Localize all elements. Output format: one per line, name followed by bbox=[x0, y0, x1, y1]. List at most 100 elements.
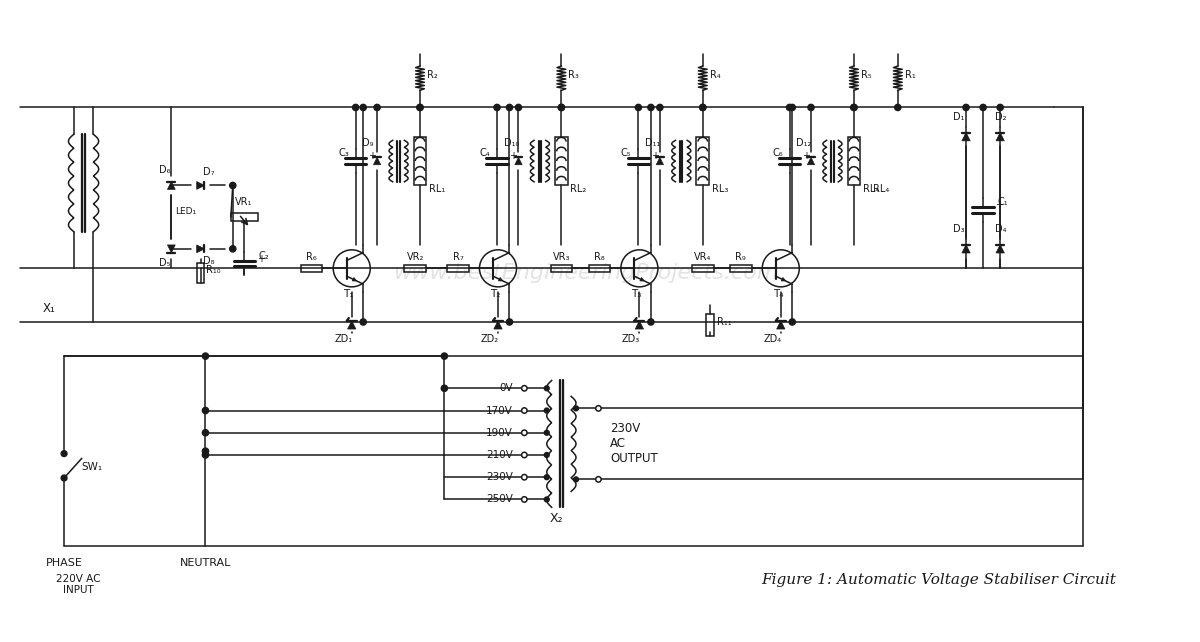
Circle shape bbox=[360, 105, 366, 110]
Circle shape bbox=[203, 408, 209, 413]
Bar bbox=[730, 265, 751, 272]
Circle shape bbox=[574, 406, 578, 411]
Text: R₆: R₆ bbox=[306, 252, 317, 262]
Text: 210V: 210V bbox=[486, 450, 512, 460]
Bar bbox=[589, 265, 610, 272]
Circle shape bbox=[442, 385, 448, 392]
Bar bbox=[301, 265, 323, 272]
Text: www.bestEngineeringProjects.com: www.bestEngineeringProjects.com bbox=[394, 263, 779, 283]
Text: D₂: D₂ bbox=[995, 112, 1007, 122]
Text: SW₁: SW₁ bbox=[82, 462, 103, 473]
Text: +: + bbox=[257, 254, 265, 264]
Text: ZD₁: ZD₁ bbox=[334, 334, 353, 345]
Text: RL₄: RL₄ bbox=[863, 184, 878, 195]
Text: RL₃: RL₃ bbox=[712, 184, 728, 195]
Text: ZD₂: ZD₂ bbox=[480, 334, 498, 345]
Text: +: + bbox=[509, 152, 517, 161]
Circle shape bbox=[522, 386, 527, 391]
Bar bbox=[847, 137, 860, 186]
Text: NEUTRAL: NEUTRAL bbox=[180, 558, 232, 568]
Text: LED₁: LED₁ bbox=[175, 207, 197, 216]
Text: 230V
AC
OUTPUT: 230V AC OUTPUT bbox=[610, 422, 658, 465]
Circle shape bbox=[997, 105, 1003, 110]
Text: C₄: C₄ bbox=[480, 148, 490, 158]
Bar bbox=[692, 265, 714, 272]
Circle shape bbox=[360, 319, 366, 325]
Text: 190V: 190V bbox=[486, 428, 512, 438]
Circle shape bbox=[558, 105, 564, 110]
Circle shape bbox=[558, 105, 564, 110]
Text: 170V: 170V bbox=[486, 406, 512, 415]
Polygon shape bbox=[808, 157, 815, 165]
Circle shape bbox=[494, 105, 500, 110]
Text: R₇: R₇ bbox=[452, 252, 463, 262]
Circle shape bbox=[545, 475, 550, 480]
Bar bbox=[448, 265, 469, 272]
Text: RL₂: RL₂ bbox=[570, 184, 587, 195]
Circle shape bbox=[506, 319, 512, 325]
Text: D₃: D₃ bbox=[953, 224, 965, 234]
Polygon shape bbox=[494, 321, 502, 329]
Circle shape bbox=[980, 105, 986, 110]
Polygon shape bbox=[781, 277, 786, 281]
Text: RL₄: RL₄ bbox=[874, 184, 889, 195]
Circle shape bbox=[416, 105, 424, 110]
Text: X₂: X₂ bbox=[550, 512, 563, 525]
Polygon shape bbox=[962, 132, 971, 141]
Text: T₄: T₄ bbox=[773, 289, 784, 299]
Circle shape bbox=[700, 105, 706, 110]
Circle shape bbox=[229, 246, 236, 252]
Circle shape bbox=[635, 105, 642, 110]
Circle shape bbox=[416, 105, 424, 110]
Text: +: + bbox=[802, 152, 810, 161]
Circle shape bbox=[545, 386, 550, 391]
Circle shape bbox=[790, 105, 796, 110]
Text: X₁: X₁ bbox=[43, 302, 56, 315]
Circle shape bbox=[648, 105, 654, 110]
Bar bbox=[197, 263, 204, 283]
Text: T₂: T₂ bbox=[490, 289, 500, 299]
Bar bbox=[230, 214, 258, 221]
Text: +: + bbox=[368, 152, 376, 161]
Text: R₄: R₄ bbox=[709, 70, 720, 80]
Text: VR₄: VR₄ bbox=[694, 252, 712, 261]
Polygon shape bbox=[656, 157, 664, 165]
Polygon shape bbox=[996, 245, 1004, 253]
Text: C₂: C₂ bbox=[258, 250, 269, 261]
Circle shape bbox=[648, 319, 654, 325]
Circle shape bbox=[656, 105, 662, 110]
Bar bbox=[707, 314, 714, 336]
Text: R₈: R₈ bbox=[594, 252, 605, 262]
Circle shape bbox=[786, 105, 793, 110]
Bar bbox=[551, 265, 572, 272]
Circle shape bbox=[962, 105, 970, 110]
Circle shape bbox=[203, 448, 209, 455]
Polygon shape bbox=[168, 182, 175, 189]
Circle shape bbox=[506, 105, 512, 110]
Text: VR₃: VR₃ bbox=[553, 252, 570, 261]
Text: 250V: 250V bbox=[486, 494, 512, 505]
Polygon shape bbox=[776, 321, 785, 329]
Text: +: + bbox=[995, 200, 1003, 210]
Bar bbox=[404, 265, 426, 272]
Circle shape bbox=[545, 497, 550, 502]
Circle shape bbox=[851, 105, 857, 110]
Polygon shape bbox=[962, 245, 971, 253]
Polygon shape bbox=[635, 321, 643, 329]
Polygon shape bbox=[352, 277, 356, 281]
Text: D₁₂: D₁₂ bbox=[797, 139, 811, 148]
Text: T₃: T₃ bbox=[631, 289, 642, 299]
Circle shape bbox=[895, 105, 901, 110]
Text: Figure 1: Automatic Voltage Stabiliser Circuit: Figure 1: Automatic Voltage Stabiliser C… bbox=[761, 573, 1116, 587]
Text: D₄: D₄ bbox=[995, 224, 1007, 234]
Text: R₁₁: R₁₁ bbox=[716, 317, 732, 327]
Circle shape bbox=[522, 430, 527, 435]
Circle shape bbox=[545, 453, 550, 457]
Text: +: + bbox=[650, 152, 659, 161]
Circle shape bbox=[851, 105, 857, 110]
Polygon shape bbox=[197, 245, 204, 253]
Text: D₁: D₁ bbox=[953, 112, 965, 122]
Circle shape bbox=[61, 475, 67, 481]
Circle shape bbox=[522, 497, 527, 502]
Circle shape bbox=[522, 452, 527, 458]
